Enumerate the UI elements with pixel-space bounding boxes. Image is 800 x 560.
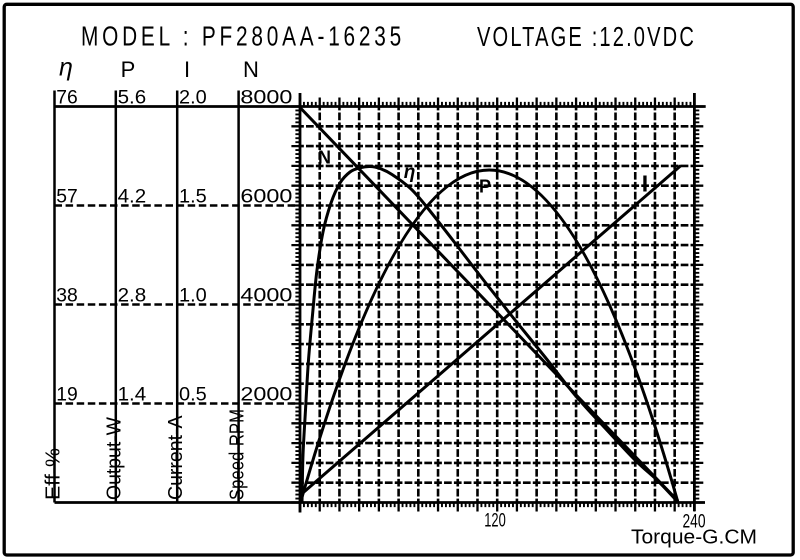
svg-text:N: N — [318, 148, 331, 168]
svg-text:Eff-%: Eff-% — [41, 448, 64, 500]
svg-text:η: η — [59, 54, 73, 82]
svg-text:76: 76 — [56, 86, 78, 108]
svg-text:Speed-RPM: Speed-RPM — [225, 409, 248, 500]
svg-text:Output-W: Output-W — [103, 416, 126, 500]
svg-text:2000: 2000 — [240, 383, 292, 405]
svg-text:38: 38 — [56, 284, 78, 306]
svg-text:I: I — [642, 171, 648, 197]
svg-text:VOLTAGE :12.0VDC: VOLTAGE :12.0VDC — [477, 21, 696, 52]
svg-text:5.6: 5.6 — [118, 86, 147, 108]
svg-text:MODEL : PF280AA-16235: MODEL : PF280AA-16235 — [81, 21, 405, 52]
svg-text:2.0: 2.0 — [179, 86, 207, 108]
svg-text:P: P — [479, 177, 491, 197]
svg-text:P: P — [121, 57, 136, 82]
svg-text:η: η — [404, 162, 416, 183]
svg-text:57: 57 — [56, 185, 78, 207]
svg-text:1.5: 1.5 — [179, 185, 207, 207]
svg-text:6000: 6000 — [240, 185, 292, 207]
svg-text:Torque-G.CM: Torque-G.CM — [631, 527, 757, 549]
svg-text:2.8: 2.8 — [118, 284, 147, 306]
svg-text:120: 120 — [484, 511, 506, 532]
svg-text:N: N — [243, 57, 259, 82]
svg-text:I: I — [184, 57, 190, 82]
svg-text:Current-A: Current-A — [164, 415, 187, 500]
svg-text:1.4: 1.4 — [118, 383, 147, 405]
svg-text:4.2: 4.2 — [118, 185, 147, 207]
svg-text:240: 240 — [683, 512, 706, 533]
svg-text:8000: 8000 — [240, 86, 292, 108]
svg-text:19: 19 — [56, 383, 78, 405]
svg-text:4000: 4000 — [240, 284, 292, 306]
svg-text:0.5: 0.5 — [179, 383, 207, 405]
svg-text:1.0: 1.0 — [179, 284, 207, 306]
